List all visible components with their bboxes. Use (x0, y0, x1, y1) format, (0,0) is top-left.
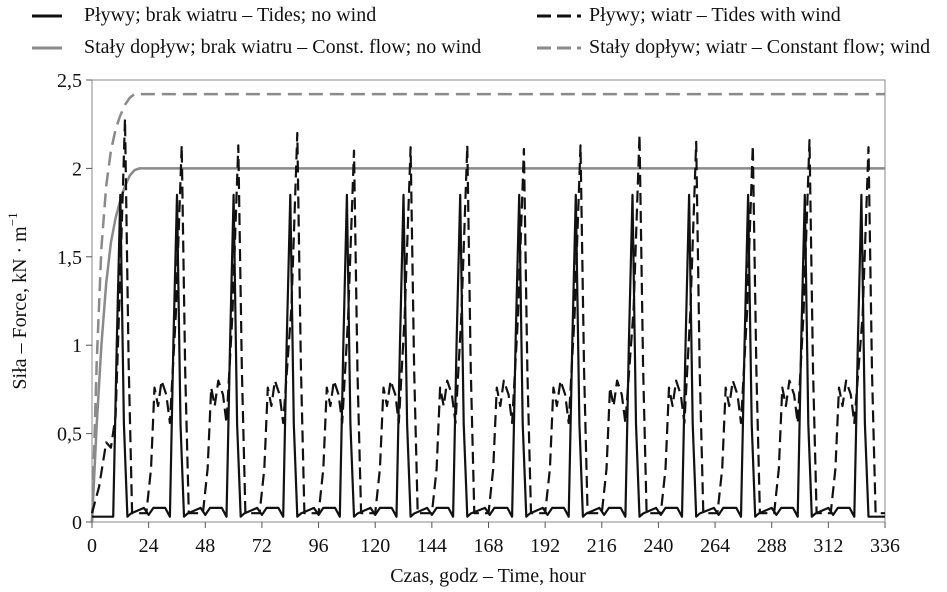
y-tick-label: 2 (72, 158, 82, 180)
x-tick-label: 120 (360, 535, 390, 557)
x-tick-label: 168 (474, 535, 504, 557)
x-tick-label: 288 (757, 535, 787, 557)
legend-label: Pływy; brak wiatru – Tides; no wind (84, 4, 377, 26)
legend-item-const-flow-wind: Stały dopływ; wiatr – Constant flow; win… (535, 36, 930, 59)
x-tick-label: 312 (813, 535, 843, 557)
x-tick-label: 96 (309, 535, 329, 557)
series-line-tides-no-wind (92, 193, 885, 518)
x-tick-label: 336 (870, 535, 900, 557)
legend-label: Stały dopływ; brak wiatru – Const. flow;… (84, 36, 482, 58)
x-tick-label: 144 (417, 535, 447, 557)
plot-frame (91, 79, 886, 523)
x-tick-label: 72 (252, 535, 272, 557)
series-line-tides-wind (90, 117, 885, 515)
y-axis-title: Siła – Force, kN · m−1 (5, 212, 31, 389)
x-axis-title: Czas, godz – Time, hour (390, 565, 586, 587)
legend-item-const-flow-no-wind: Stały dopływ; brak wiatru – Const. flow;… (30, 36, 481, 59)
y-axis-title-text: Siła – Force, kN · m (9, 226, 31, 390)
x-tick-label: 48 (195, 535, 215, 557)
y-tick-label: 0,5 (57, 424, 82, 446)
y-tick-label: 1,5 (57, 247, 82, 269)
y-tick-label: 1 (72, 335, 82, 357)
legend-item-tides-wind: Pływy; wiatr – Tides with wind (535, 4, 841, 27)
legend-swatch-solid-gray (32, 46, 62, 49)
chart-legend: Pływy; brak wiatru – Tides; no wind Pływ… (0, 0, 947, 70)
legend-swatch-dashed-gray (537, 46, 581, 49)
x-tick-label: 264 (700, 535, 730, 557)
legend-label: Stały dopływ; wiatr – Constant flow; win… (589, 36, 931, 58)
x-tick-label: 240 (643, 535, 673, 557)
y-tick-label: 2,5 (57, 70, 82, 92)
legend-label: Pływy; wiatr – Tides with wind (589, 4, 841, 26)
y-axis-title-group: Siła – Force, kN · m−1 (5, 212, 31, 389)
x-tick-label: 24 (139, 535, 159, 557)
ticks-layer: 0 24 48 72 96 120 144 168 192 216 240 264 288 312 3360… (57, 70, 900, 557)
legend-swatch-dashed-black (537, 14, 581, 17)
y-tick-label: 0 (72, 512, 82, 534)
y-axis-title-sup: −1 (5, 212, 20, 226)
legend-item-tides-no-wind: Pływy; brak wiatru – Tides; no wind (30, 4, 376, 27)
x-tick-label: 0 (87, 535, 97, 557)
x-tick-label: 192 (530, 535, 560, 557)
series-line-const-flow-wind (90, 92, 885, 523)
legend-swatch-solid-black (32, 14, 62, 17)
x-tick-label: 216 (587, 535, 617, 557)
series-line-const-flow-no-wind (90, 167, 885, 523)
series-layer (90, 92, 885, 523)
